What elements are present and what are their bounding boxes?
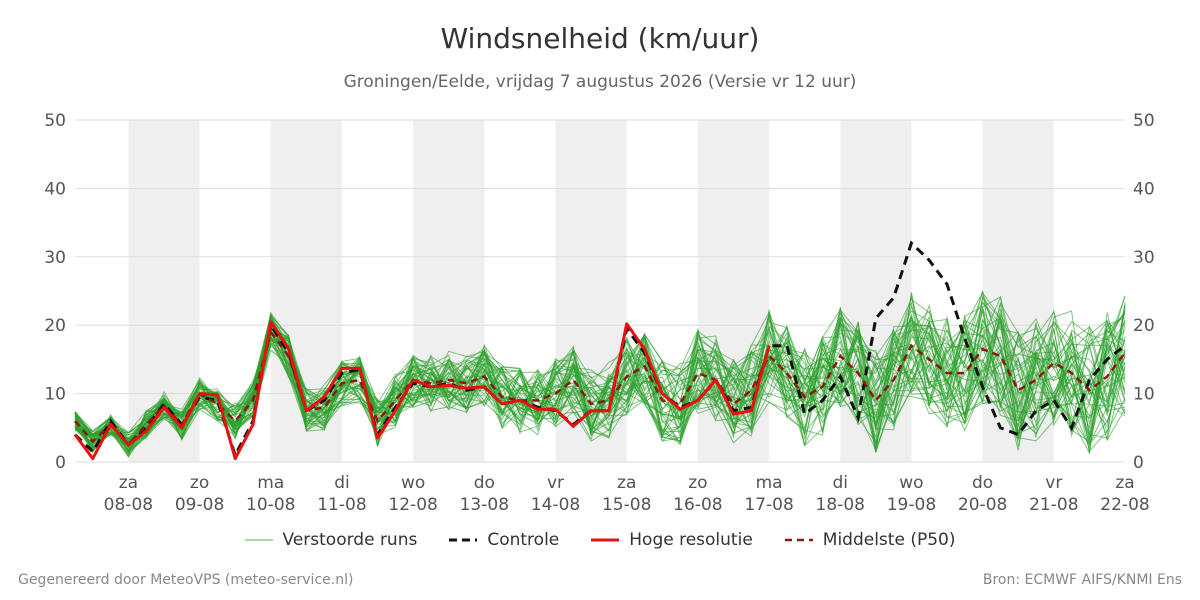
legend-item-middelste-p50: Middelste (P50)	[784, 530, 956, 550]
ensemble-line	[74, 313, 1126, 454]
x-tick-day: do	[474, 473, 495, 493]
x-tick-day: za	[1115, 473, 1134, 493]
x-tick-day: wo	[401, 473, 425, 493]
footer-source: Bron: ECMWF AIFS/KNMI Ens	[982, 572, 1182, 588]
legend-item-verstoorde-runs: Verstoorde runs	[244, 530, 418, 550]
y-tick-label-right: 50	[1133, 111, 1155, 131]
legend-item-hoge-resolutie: Hoge resolutie	[591, 530, 753, 550]
legend-swatch-controle	[449, 538, 478, 542]
x-tick-day: vr	[1045, 473, 1062, 493]
x-tick-day: di	[334, 473, 350, 493]
weekend-band	[413, 120, 485, 462]
y-tick-label-left: 50	[44, 111, 66, 131]
footer-generator: Gegenereerd door MeteoVPS (meteo-service…	[18, 572, 354, 588]
legend-label-middelste-p50: Middelste (P50)	[822, 530, 956, 550]
legend-swatch-hoge-resolutie	[591, 538, 620, 542]
y-tick-labels: 0 0 10 10 20 20 30 30 40 40 50 50	[44, 111, 1154, 473]
x-tick-date: 21-08	[1029, 495, 1078, 515]
x-tick-labels: za08-08zo09-08ma10-08di11-08wo12-08do13-…	[104, 473, 1150, 515]
x-tick-day: zo	[190, 473, 209, 493]
ensemble-line	[74, 310, 1126, 441]
ensemble-lines	[74, 290, 1126, 458]
y-tick-label-right: 40	[1133, 179, 1155, 199]
ensemble-line	[74, 295, 1126, 453]
ensemble-line	[74, 308, 1126, 445]
x-tick-date: 14-08	[531, 495, 580, 515]
y-tick-label-left: 0	[55, 453, 66, 473]
x-tick-day: di	[832, 473, 848, 493]
x-tick-date: 22-08	[1100, 495, 1149, 515]
chart-subtitle: Groningen/Eelde, vrijdag 7 augustus 2026…	[343, 72, 857, 92]
chart-title: Windsnelheid (km/uur)	[440, 22, 760, 55]
ensemble-line	[74, 293, 1126, 446]
x-tick-date: 16-08	[673, 495, 722, 515]
legend: Verstoorde runs Controle Hoge resolutie …	[0, 530, 1200, 550]
x-tick-day: za	[617, 473, 636, 493]
legend-label-hoge-resolutie: Hoge resolutie	[629, 530, 753, 550]
y-tick-label-left: 10	[44, 385, 66, 405]
x-tick-day: do	[972, 473, 993, 493]
ensemble-line	[74, 312, 1126, 453]
y-tick-label-right: 0	[1133, 453, 1144, 473]
y-tick-label-left: 30	[44, 248, 66, 268]
y-tick-label-right: 20	[1133, 316, 1155, 336]
x-tick-day: ma	[756, 473, 783, 493]
x-tick-date: 11-08	[317, 495, 366, 515]
y-tick-label-right: 30	[1133, 248, 1155, 268]
x-tick-date: 17-08	[744, 495, 793, 515]
legend-label-controle: Controle	[487, 530, 560, 550]
legend-swatch-middelste-p50	[784, 538, 813, 542]
x-tick-day: zo	[688, 473, 707, 493]
x-tick-day: wo	[899, 473, 923, 493]
x-tick-date: 13-08	[460, 495, 509, 515]
ensemble-line	[74, 317, 1126, 452]
hoge-resolutie-line-group	[73, 320, 771, 461]
x-tick-date: 10-08	[246, 495, 295, 515]
x-tick-date: 19-08	[887, 495, 936, 515]
y-tick-label-right: 10	[1133, 385, 1155, 405]
x-tick-day: vr	[547, 473, 564, 493]
ensemble-line	[74, 310, 1126, 458]
legend-label-verstoorde-runs: Verstoorde runs	[282, 530, 418, 550]
x-tick-date: 08-08	[104, 495, 153, 515]
x-tick-date: 20-08	[958, 495, 1007, 515]
x-tick-day: ma	[257, 473, 284, 493]
ensemble-line	[74, 313, 1126, 449]
y-tick-label-left: 40	[44, 179, 66, 199]
x-tick-date: 12-08	[388, 495, 437, 515]
x-tick-date: 18-08	[816, 495, 865, 515]
x-tick-day: za	[119, 473, 138, 493]
x-tick-date: 15-08	[602, 495, 651, 515]
p50-line-group	[74, 329, 1127, 447]
y-tick-label-left: 20	[44, 316, 66, 336]
legend-item-controle: Controle	[449, 530, 559, 550]
x-tick-date: 09-08	[175, 495, 224, 515]
legend-swatch-verstoorde-runs	[244, 539, 273, 541]
hoge-resolutie-line	[73, 320, 771, 461]
p50-line	[74, 329, 1127, 447]
